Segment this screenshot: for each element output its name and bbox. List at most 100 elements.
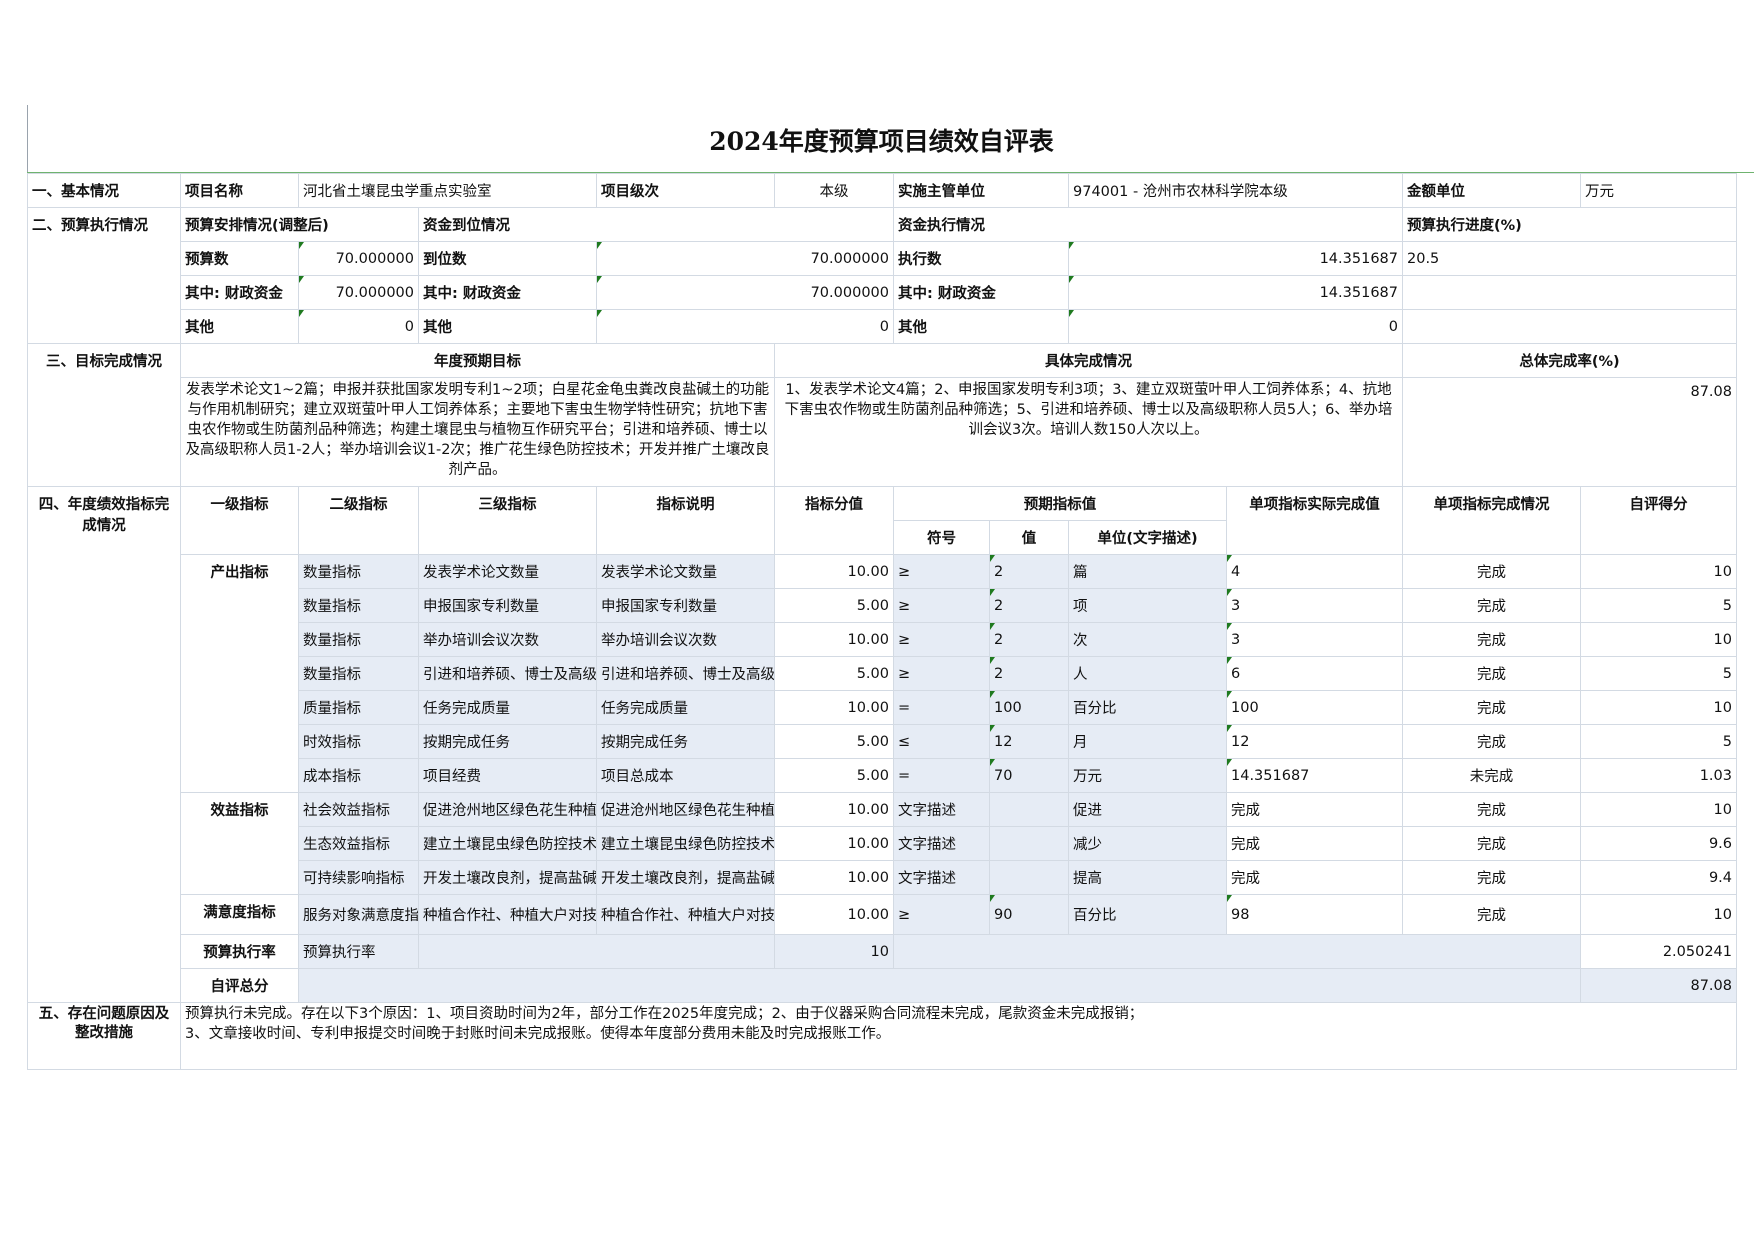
- unit-cell[interactable]: 万元: [1068, 758, 1227, 793]
- value-cell[interactable]: 90: [989, 894, 1069, 935]
- budget-value[interactable]: 70.000000: [298, 241, 419, 276]
- actual-cell[interactable]: 98: [1226, 894, 1403, 935]
- level2-cell[interactable]: 数量指标: [298, 656, 419, 691]
- exec-value[interactable]: 0: [1068, 309, 1403, 344]
- level3-cell[interactable]: 任务完成质量: [418, 690, 597, 725]
- actual-cell[interactable]: 12: [1226, 724, 1403, 759]
- level3-cell[interactable]: 促进沧州地区绿色花生种植: [418, 792, 597, 827]
- score-cell[interactable]: 5.00: [774, 588, 894, 623]
- unit-cell[interactable]: 提高: [1068, 860, 1227, 895]
- level2-cell[interactable]: 数量指标: [298, 588, 419, 623]
- status-cell[interactable]: 完成: [1402, 826, 1581, 861]
- project-name-cell[interactable]: 河北省土壤昆虫学重点实验室: [298, 173, 597, 208]
- overall-rate-value[interactable]: 87.08: [1402, 377, 1737, 487]
- status-cell[interactable]: 完成: [1402, 792, 1581, 827]
- unit-cell[interactable]: 次: [1068, 622, 1227, 657]
- self-score-cell[interactable]: 9.6: [1580, 826, 1737, 861]
- status-cell[interactable]: 完成: [1402, 724, 1581, 759]
- self-score-cell[interactable]: 5: [1580, 724, 1737, 759]
- expected-goal-text[interactable]: 发表学术论文1~2篇；申报并获批国家发明专利1~2项；白星花金龟虫粪改良盐碱土的…: [180, 377, 775, 487]
- problems-text[interactable]: 预算执行未完成。存在以下3个原因：1、项目资助时间为2年，部分工作在2025年度…: [180, 1002, 1737, 1070]
- actual-cell[interactable]: 完成: [1226, 792, 1403, 827]
- desc-cell[interactable]: 开发土壤改良剂，提高盐碱: [596, 860, 775, 895]
- value-cell[interactable]: 2: [989, 554, 1069, 589]
- desc-cell[interactable]: 任务完成质量: [596, 690, 775, 725]
- level3-cell[interactable]: 项目经费: [418, 758, 597, 793]
- status-cell[interactable]: 完成: [1402, 554, 1581, 589]
- symbol-cell[interactable]: =: [893, 690, 990, 725]
- status-cell[interactable]: 完成: [1402, 656, 1581, 691]
- status-cell[interactable]: 完成: [1402, 690, 1581, 725]
- unit-cell[interactable]: 万元: [1580, 173, 1737, 208]
- actual-cell[interactable]: 3: [1226, 588, 1403, 623]
- level2-cell[interactable]: 时效指标: [298, 724, 419, 759]
- self-score-cell[interactable]: 9.4: [1580, 860, 1737, 895]
- arrive-value[interactable]: 70.000000: [596, 241, 894, 276]
- score-cell[interactable]: 10.00: [774, 554, 894, 589]
- arrive-value[interactable]: 70.000000: [596, 275, 894, 310]
- symbol-cell[interactable]: =: [893, 758, 990, 793]
- status-cell[interactable]: 完成: [1402, 588, 1581, 623]
- self-score-cell[interactable]: 10: [1580, 554, 1737, 589]
- score-cell[interactable]: 10.00: [774, 860, 894, 895]
- symbol-cell[interactable]: ≤: [893, 724, 990, 759]
- score-cell[interactable]: 10.00: [774, 792, 894, 827]
- total-score[interactable]: 87.08: [1580, 968, 1737, 1003]
- level3-cell[interactable]: 举办培训会议次数: [418, 622, 597, 657]
- unit-cell[interactable]: 百分比: [1068, 690, 1227, 725]
- actual-cell[interactable]: 完成: [1226, 860, 1403, 895]
- exec-value[interactable]: 14.351687: [1068, 241, 1403, 276]
- score-cell[interactable]: 5.00: [774, 656, 894, 691]
- unit-cell[interactable]: 人: [1068, 656, 1227, 691]
- budget-rate-score[interactable]: 2.050241: [1580, 934, 1737, 969]
- desc-cell[interactable]: 种植合作社、种植大户对技: [596, 894, 775, 935]
- unit-cell[interactable]: 项: [1068, 588, 1227, 623]
- level2-cell[interactable]: 可持续影响指标: [298, 860, 419, 895]
- level2-cell[interactable]: 数量指标: [298, 622, 419, 657]
- level3-cell[interactable]: 申报国家专利数量: [418, 588, 597, 623]
- symbol-cell[interactable]: 文字描述: [893, 860, 990, 895]
- status-cell[interactable]: 完成: [1402, 894, 1581, 935]
- symbol-cell[interactable]: ≥: [893, 554, 990, 589]
- budget-value[interactable]: 0: [298, 309, 419, 344]
- actual-goal-text[interactable]: 1、发表学术论文4篇；2、申报国家发明专利3项；3、建立双斑萤叶甲人工饲养体系；…: [774, 377, 1403, 487]
- symbol-cell[interactable]: 文字描述: [893, 826, 990, 861]
- status-cell[interactable]: 未完成: [1402, 758, 1581, 793]
- unit-cell[interactable]: 百分比: [1068, 894, 1227, 935]
- arrive-value[interactable]: 0: [596, 309, 894, 344]
- score-cell[interactable]: 10.00: [774, 826, 894, 861]
- status-cell[interactable]: 完成: [1402, 622, 1581, 657]
- level3-cell[interactable]: 开发土壤改良剂，提高盐碱: [418, 860, 597, 895]
- symbol-cell[interactable]: ≥: [893, 656, 990, 691]
- symbol-cell[interactable]: ≥: [893, 588, 990, 623]
- self-score-cell[interactable]: 10: [1580, 792, 1737, 827]
- value-cell[interactable]: [989, 792, 1069, 827]
- self-score-cell[interactable]: 1.03: [1580, 758, 1737, 793]
- desc-cell[interactable]: 引进和培养硕、博士及高级: [596, 656, 775, 691]
- value-cell[interactable]: 70: [989, 758, 1069, 793]
- score-cell[interactable]: 10.00: [774, 894, 894, 935]
- unit-cell[interactable]: 促进: [1068, 792, 1227, 827]
- level3-cell[interactable]: 引进和培养硕、博士及高级: [418, 656, 597, 691]
- value-cell[interactable]: [989, 860, 1069, 895]
- actual-cell[interactable]: 完成: [1226, 826, 1403, 861]
- exec-value[interactable]: 14.351687: [1068, 275, 1403, 310]
- unit-cell[interactable]: 篇: [1068, 554, 1227, 589]
- value-cell[interactable]: 2: [989, 588, 1069, 623]
- score-cell[interactable]: 10.00: [774, 622, 894, 657]
- actual-cell[interactable]: 14.351687: [1226, 758, 1403, 793]
- desc-cell[interactable]: 举办培训会议次数: [596, 622, 775, 657]
- level2-cell[interactable]: 生态效益指标: [298, 826, 419, 861]
- value-cell[interactable]: 100: [989, 690, 1069, 725]
- unit-cell[interactable]: 减少: [1068, 826, 1227, 861]
- actual-cell[interactable]: 3: [1226, 622, 1403, 657]
- level2-cell[interactable]: 质量指标: [298, 690, 419, 725]
- level3-cell[interactable]: 发表学术论文数量: [418, 554, 597, 589]
- desc-cell[interactable]: 项目总成本: [596, 758, 775, 793]
- dept-cell[interactable]: 974001 - 沧州市农林科学院本级: [1068, 173, 1403, 208]
- level-cell[interactable]: 本级: [774, 173, 894, 208]
- actual-cell[interactable]: 4: [1226, 554, 1403, 589]
- score-cell[interactable]: 5.00: [774, 758, 894, 793]
- status-cell[interactable]: 完成: [1402, 860, 1581, 895]
- value-cell[interactable]: [989, 826, 1069, 861]
